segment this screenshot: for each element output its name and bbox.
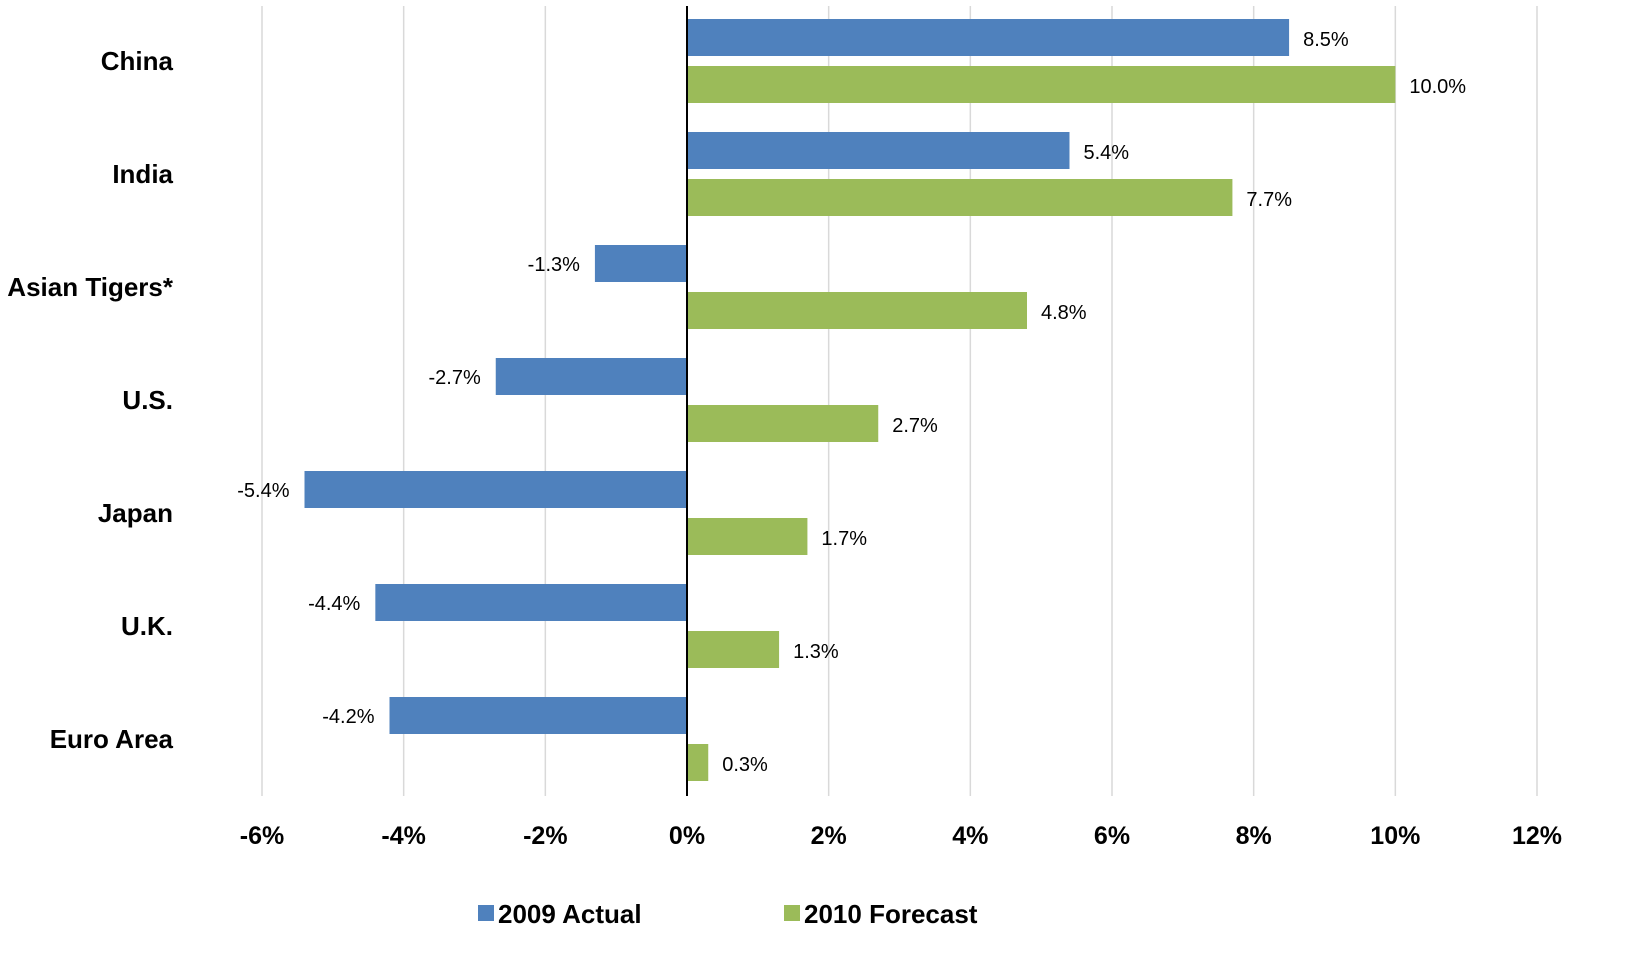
x-tick-label: -6% [240, 822, 284, 850]
category-labels: China India Asian Tigers* U.S. Japan U.K. Euro… [7, 46, 174, 754]
category-label: Japan [98, 498, 173, 528]
x-tick-label: 10% [1370, 822, 1420, 850]
data-label: -5.4% [237, 480, 289, 502]
data-label: -4.2% [322, 706, 374, 728]
data-label: 7.7% [1246, 189, 1292, 211]
bar-2009-actual [594, 245, 687, 282]
bar-2010-forecast [687, 405, 879, 442]
legend: 2009 Actual 2010 Forecast [478, 899, 978, 929]
category-label: U.S. [122, 385, 173, 415]
bars [304, 19, 1396, 781]
bar-2009-actual [495, 358, 687, 395]
data-label: 0.3% [722, 754, 768, 776]
data-label: 1.3% [793, 641, 839, 663]
bar-2009-actual [687, 19, 1290, 56]
bar-2010-forecast [687, 631, 780, 668]
bar-2010-forecast [687, 292, 1027, 329]
x-tick-label: -2% [523, 822, 567, 850]
data-label: -2.7% [429, 367, 481, 389]
data-labels: 8.5% 10.0% 5.4% 7.7% -1.3% 4.8% -2.7% 2.7% -5.4%… [237, 29, 1466, 776]
legend-label: 2010 Forecast [804, 899, 978, 929]
category-label: Asian Tigers* [7, 272, 174, 302]
data-label: -4.4% [308, 593, 360, 615]
bar-2009-actual [687, 132, 1070, 169]
category-label: China [101, 46, 174, 76]
legend-label: 2009 Actual [498, 899, 642, 929]
data-label: 5.4% [1084, 142, 1130, 164]
x-tick-label: 2% [811, 822, 847, 850]
bar-2009-actual [375, 584, 687, 621]
data-label: 4.8% [1041, 302, 1087, 324]
data-label: 2.7% [892, 415, 938, 437]
bar-2010-forecast [687, 66, 1396, 103]
gridlines [261, 6, 1538, 796]
bar-2009-actual [304, 471, 687, 508]
x-tick-label: 8% [1236, 822, 1272, 850]
category-label: U.K. [121, 611, 173, 641]
data-label: 10.0% [1409, 76, 1466, 98]
bar-2010-forecast [687, 518, 808, 555]
data-label: -1.3% [528, 254, 580, 276]
category-label: Euro Area [50, 724, 174, 754]
legend-swatch [784, 905, 800, 921]
x-tick-label: 12% [1512, 822, 1562, 850]
x-tick-label: 6% [1094, 822, 1130, 850]
category-label: India [112, 159, 173, 189]
data-label: 8.5% [1303, 29, 1349, 51]
data-label: 1.7% [821, 528, 867, 550]
bar-2010-forecast [687, 744, 709, 781]
bar-2009-actual [389, 697, 687, 734]
x-tick-label: 0% [669, 822, 705, 850]
legend-swatch [478, 905, 494, 921]
bar-2010-forecast [687, 179, 1233, 216]
x-tick-labels: -6% -4% -2% 0% 2% 4% 6% 8% 10% 12% [240, 822, 1562, 850]
x-tick-label: -4% [381, 822, 425, 850]
x-tick-label: 4% [952, 822, 988, 850]
